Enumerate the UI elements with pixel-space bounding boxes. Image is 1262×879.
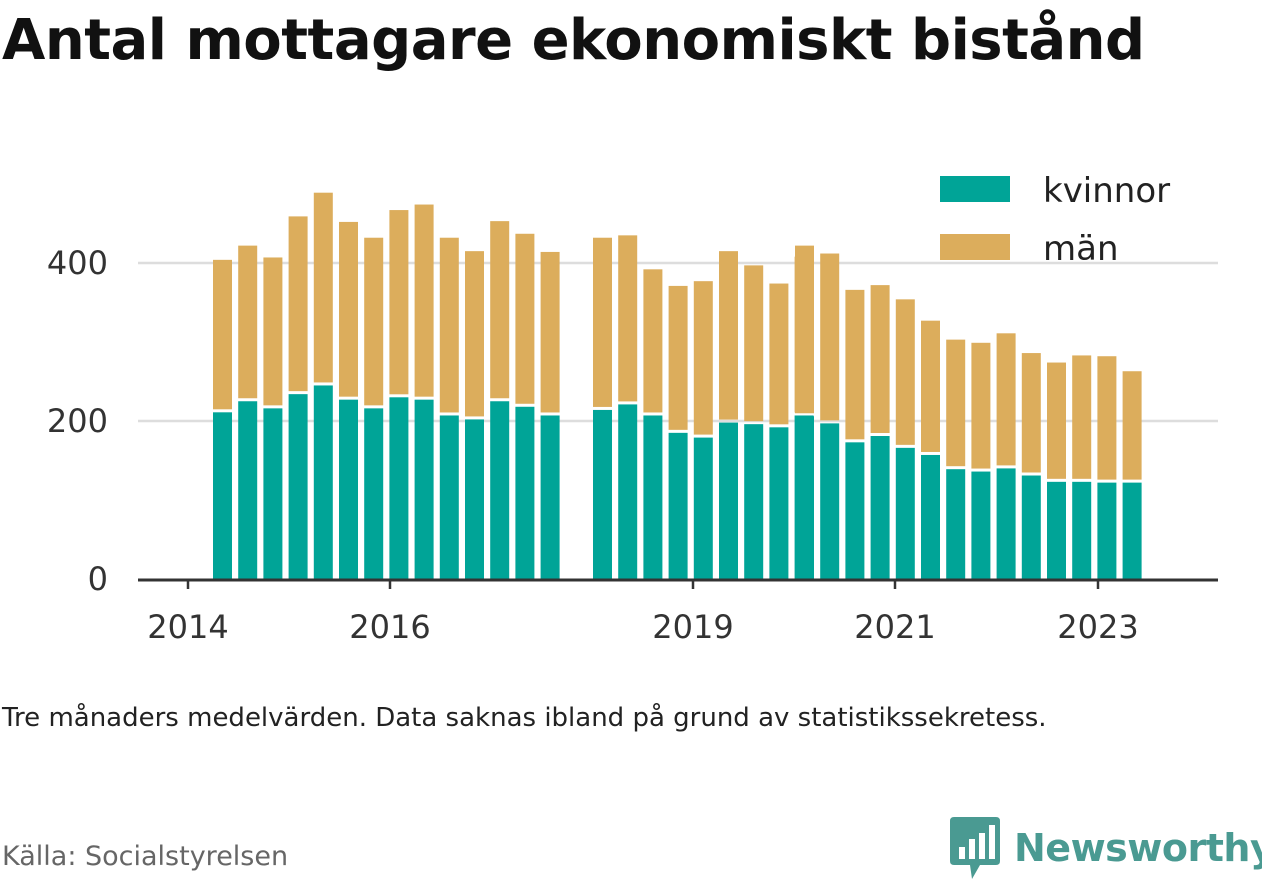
bar-man [1072, 355, 1092, 479]
bar-kvinnor [288, 394, 308, 579]
bars [213, 192, 1142, 579]
y-tick-label: 0 [88, 560, 108, 598]
bar-man [946, 339, 966, 467]
bar-kvinnor [618, 404, 638, 579]
x-tick-label: 2023 [1057, 608, 1138, 646]
bar-kvinnor [921, 454, 940, 579]
bar-kvinnor [313, 385, 333, 579]
bar-kvinnor [1072, 481, 1092, 579]
bar-man [744, 265, 764, 422]
bar-man [540, 251, 560, 413]
bar-kvinnor [1021, 475, 1041, 579]
bar-man [870, 285, 890, 434]
bar-chart-logo-icon [950, 817, 1000, 879]
bar-kvinnor [238, 401, 258, 579]
bar-man [515, 233, 535, 404]
bar-kvinnor [213, 412, 232, 579]
x-tick-label: 2016 [349, 608, 430, 646]
bar-kvinnor [769, 427, 789, 579]
bar-kvinnor [895, 447, 915, 579]
bar-man [339, 221, 358, 397]
bar-kvinnor [870, 436, 890, 579]
bar-kvinnor [465, 419, 484, 579]
bar-kvinnor [1047, 481, 1066, 579]
bar-kvinnor [414, 399, 434, 579]
bar-man [1097, 356, 1117, 480]
bar-kvinnor [593, 409, 612, 579]
chart-title: Antal mottagare ekonomiskt bistånd [2, 8, 1145, 73]
x-tick-label: 2014 [147, 608, 228, 646]
bar-kvinnor [744, 424, 764, 579]
bar-kvinnor [668, 432, 688, 579]
bar-man [364, 237, 384, 406]
bar-man [618, 235, 638, 402]
bar-kvinnor [490, 401, 510, 579]
x-tick-label: 2021 [854, 608, 935, 646]
bar-kvinnor [719, 422, 738, 579]
legend-swatch-kvinnor [940, 176, 1010, 202]
y-tick-label: 400 [47, 244, 108, 282]
bar-man [313, 192, 333, 383]
bar-man [263, 257, 283, 406]
bar-kvinnor [540, 415, 560, 579]
bar-kvinnor [845, 442, 865, 579]
bar-man [895, 299, 915, 445]
bar-man [213, 259, 232, 410]
legend-swatch-man [940, 234, 1010, 260]
x-tick-label: 2019 [652, 608, 733, 646]
bar-man [490, 221, 510, 399]
bar-man [1021, 353, 1041, 473]
bar-kvinnor [795, 416, 814, 579]
bar-man [439, 237, 459, 413]
bar-man [921, 320, 940, 452]
bar-kvinnor [643, 415, 663, 579]
legend-label: män [1043, 229, 1119, 269]
bar-man [668, 285, 688, 430]
bar-man [996, 333, 1016, 466]
bar-kvinnor [971, 471, 991, 579]
bar-man [820, 253, 840, 421]
bar-man [389, 210, 409, 395]
bar-man [845, 289, 865, 440]
bar-man [971, 342, 991, 469]
bar-kvinnor [820, 423, 840, 579]
bar-kvinnor [389, 397, 409, 579]
source-note: Källa: Socialstyrelsen [2, 841, 289, 872]
bar-kvinnor [515, 406, 535, 579]
bar-man [1122, 371, 1142, 480]
bar-man [1047, 362, 1066, 479]
bar-kvinnor [946, 469, 966, 579]
bar-man [719, 251, 738, 420]
bar-kvinnor [364, 408, 384, 579]
legend: kvinnor män [940, 171, 1170, 269]
y-tick-label: 200 [47, 402, 108, 440]
bar-man [465, 251, 484, 417]
brand-name: Newsworthy [1014, 826, 1262, 870]
bar-kvinnor [996, 468, 1016, 579]
bar-man [769, 283, 789, 425]
bar-kvinnor [339, 399, 358, 579]
bar-kvinnor [693, 437, 713, 579]
bar-man [643, 269, 663, 413]
bar-kvinnor [439, 415, 459, 579]
newsworthy-logo: Newsworthy [950, 817, 1262, 879]
bar-kvinnor [1122, 482, 1142, 579]
chart-caption: Tre månaders medelvärden. Data saknas ib… [2, 703, 1047, 733]
bar-man [795, 245, 814, 414]
bar-man [288, 216, 308, 392]
bar-kvinnor [263, 408, 283, 579]
legend-label: kvinnor [1043, 171, 1170, 211]
stacked-bar-chart: 0 200 400 2014 2016 2019 2021 2023 kvinnor män [47, 171, 1218, 646]
bar-man [414, 204, 434, 397]
axes: 0 200 400 2014 2016 2019 2021 2023 [47, 244, 1218, 646]
bar-kvinnor [1097, 482, 1117, 579]
bar-man [693, 281, 713, 435]
bar-man [238, 245, 258, 399]
bar-man [593, 237, 612, 407]
